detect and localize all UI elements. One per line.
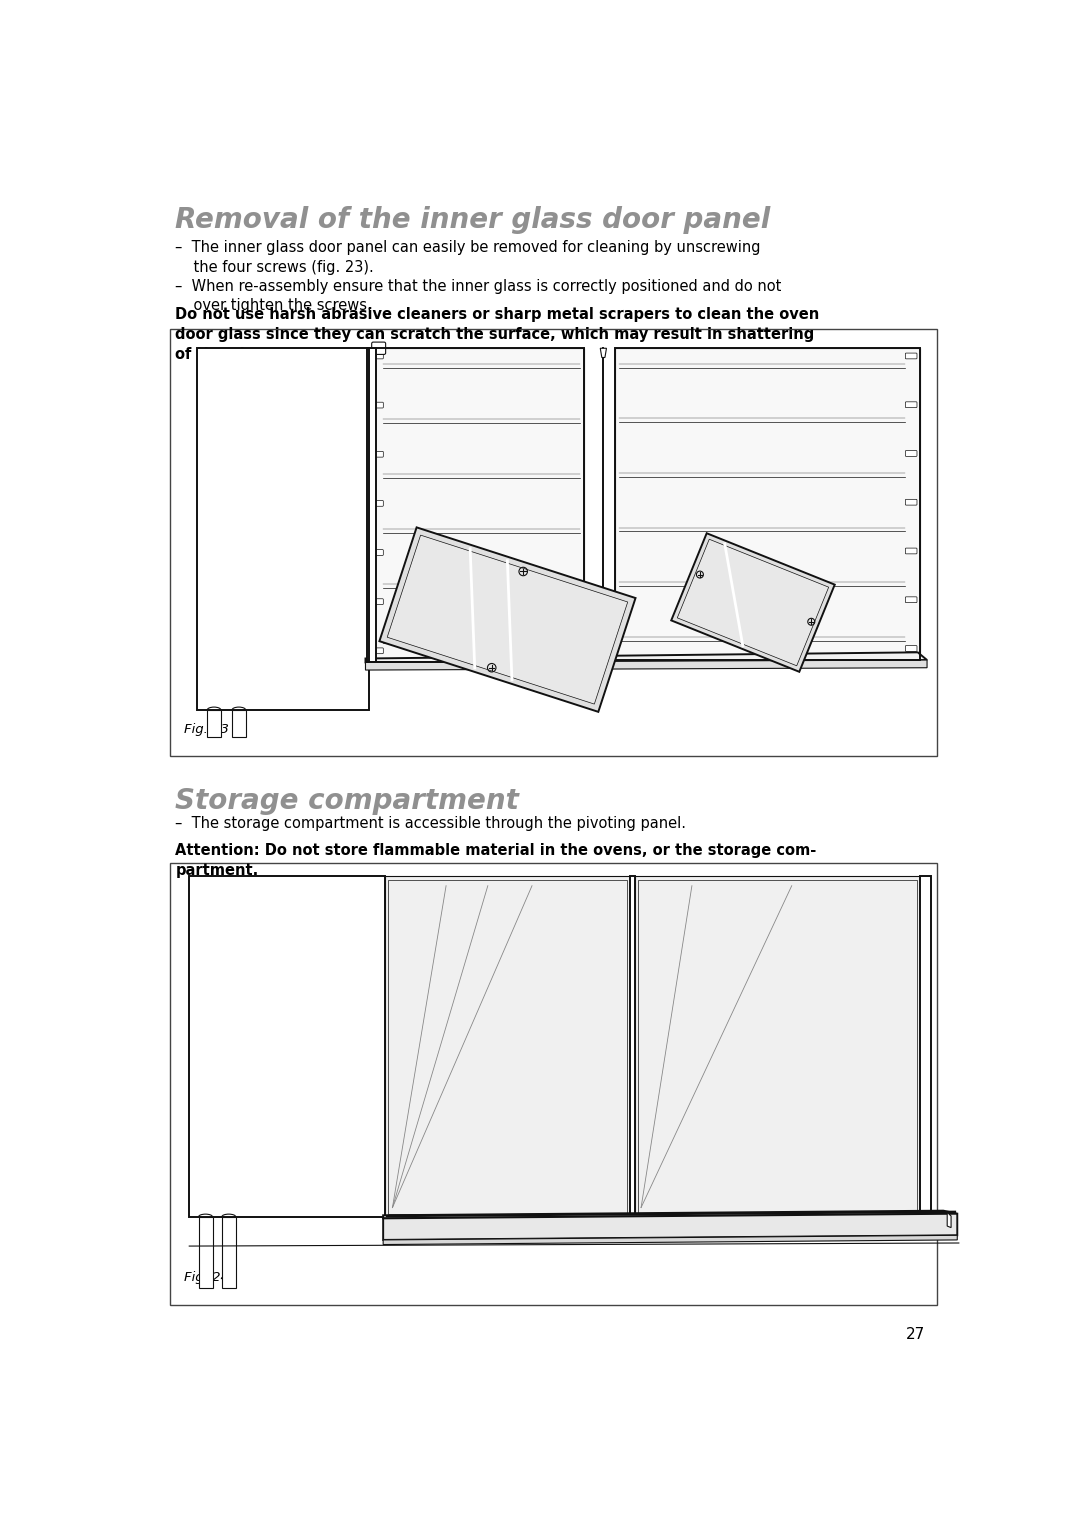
FancyBboxPatch shape <box>372 342 386 355</box>
Polygon shape <box>383 1211 957 1219</box>
Text: Storage compartment: Storage compartment <box>175 787 519 815</box>
Text: Fig. 23: Fig. 23 <box>184 723 229 735</box>
FancyBboxPatch shape <box>905 645 917 651</box>
Bar <box>369 349 584 662</box>
Text: 27: 27 <box>906 1327 926 1341</box>
Text: –  The storage compartment is accessible through the pivoting panel.: – The storage compartment is accessible … <box>175 815 686 830</box>
Bar <box>189 876 384 1217</box>
Bar <box>631 876 635 1217</box>
Polygon shape <box>672 534 835 671</box>
Polygon shape <box>677 540 828 665</box>
Polygon shape <box>388 535 627 703</box>
Bar <box>207 709 221 737</box>
FancyBboxPatch shape <box>372 599 383 604</box>
Text: –  When re-assembly ensure that the inner glass is correctly positioned and do n: – When re-assembly ensure that the inner… <box>175 278 782 313</box>
FancyBboxPatch shape <box>905 596 917 602</box>
Bar <box>384 876 631 1217</box>
Bar <box>638 879 917 1214</box>
Polygon shape <box>365 661 927 670</box>
Bar <box>388 879 627 1214</box>
FancyBboxPatch shape <box>905 353 917 359</box>
Bar <box>615 349 920 661</box>
Text: Removal of the inner glass door panel: Removal of the inner glass door panel <box>175 206 770 234</box>
FancyBboxPatch shape <box>905 451 917 456</box>
Bar <box>615 349 920 661</box>
FancyBboxPatch shape <box>372 549 383 555</box>
Bar <box>197 349 369 709</box>
Bar <box>221 1217 235 1289</box>
Text: Fig. 24: Fig. 24 <box>184 1271 229 1284</box>
FancyBboxPatch shape <box>905 402 917 408</box>
FancyBboxPatch shape <box>905 500 917 505</box>
Polygon shape <box>600 349 607 358</box>
Bar <box>170 862 937 1306</box>
Bar <box>369 349 584 662</box>
Text: Do not use harsh abrasive cleaners or sharp metal scrapers to clean the oven
doo: Do not use harsh abrasive cleaners or sh… <box>175 307 820 361</box>
Text: –  The inner glass door panel can easily be removed for cleaning by unscrewing
 : – The inner glass door panel can easily … <box>175 240 760 275</box>
Bar <box>920 876 931 1217</box>
FancyBboxPatch shape <box>372 500 383 506</box>
Bar <box>635 876 920 1217</box>
Bar <box>170 329 937 757</box>
Polygon shape <box>383 1235 957 1245</box>
Text: Attention: Do not store flammable material in the ovens, or the storage com-
par: Attention: Do not store flammable materi… <box>175 844 816 878</box>
Polygon shape <box>383 1214 957 1240</box>
FancyBboxPatch shape <box>372 451 383 457</box>
Polygon shape <box>947 1212 951 1228</box>
FancyBboxPatch shape <box>372 353 383 359</box>
Polygon shape <box>379 528 635 713</box>
FancyBboxPatch shape <box>905 547 917 553</box>
Bar <box>199 1217 213 1289</box>
Polygon shape <box>367 349 376 662</box>
Polygon shape <box>365 653 927 662</box>
FancyBboxPatch shape <box>372 648 383 654</box>
FancyBboxPatch shape <box>372 402 383 408</box>
Bar <box>232 709 246 737</box>
